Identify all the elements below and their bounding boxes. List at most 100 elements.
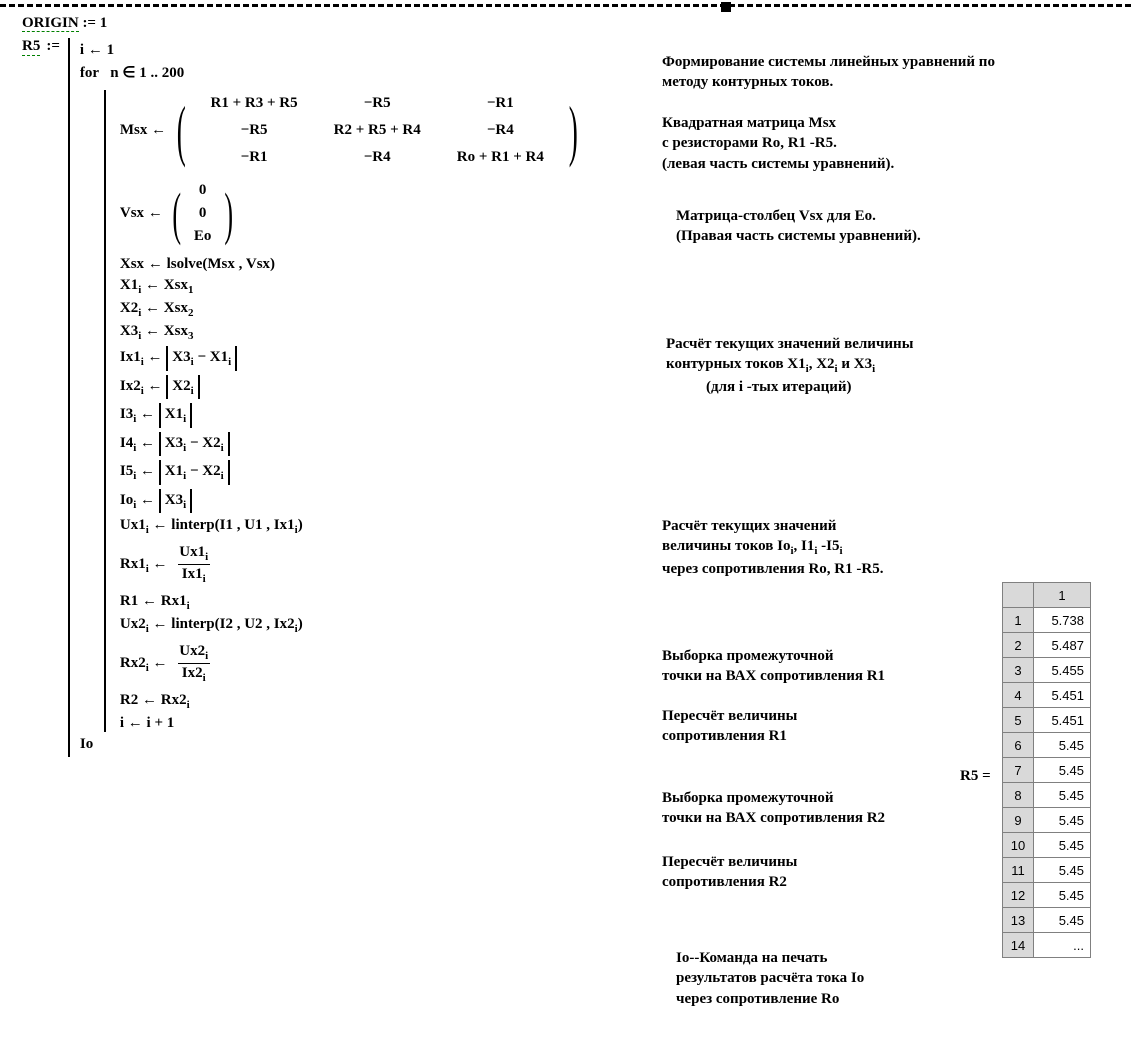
subscript: i xyxy=(205,650,208,662)
ux2-line: Ux2i ← linterp(I2 , U2 , Ix2i) xyxy=(120,616,585,635)
var: X2 xyxy=(120,300,138,316)
row-value: 5.45 xyxy=(1034,858,1091,883)
subscript: i xyxy=(183,470,186,482)
table-row[interactable]: 135.45 xyxy=(1003,908,1091,933)
var: Rx2 xyxy=(161,692,187,708)
table-row[interactable]: 55.451 xyxy=(1003,708,1091,733)
row-index: 14 xyxy=(1003,933,1034,958)
subscript: 3 xyxy=(188,330,194,342)
rx1-line: Rx1i ← Ux1i Ix1i xyxy=(120,544,585,585)
subscript: i xyxy=(146,524,149,536)
subscript: i xyxy=(191,385,194,397)
row-value: 5.455 xyxy=(1034,658,1091,683)
row-index: 4 xyxy=(1003,683,1034,708)
ux1-line: Ux1i ← linterp(I1 , U1 , Ix1i) xyxy=(120,517,585,536)
var: I5 xyxy=(120,463,133,479)
assign-arrow: ← xyxy=(142,692,157,708)
subscript: i xyxy=(138,284,141,296)
subscript: i xyxy=(187,699,190,711)
assign-arrow: ← xyxy=(148,256,163,272)
msx-matrix: ( R1 + R3 + R5 −R5 −R1 −R5 R2 + R5 + R4 xyxy=(170,90,585,171)
row-value: 5.45 xyxy=(1034,883,1091,908)
subscript: 1 xyxy=(188,284,194,296)
fn-args: (I2 , U2 , Ix2 xyxy=(215,616,295,632)
r5-assign: := xyxy=(46,38,60,55)
row-index: 2 xyxy=(1003,633,1034,658)
table-row[interactable]: 35.455 xyxy=(1003,658,1091,683)
annotation-line: Расчёт текущих значений величины xyxy=(666,334,913,354)
row-index: 11 xyxy=(1003,858,1034,883)
annotation-text: величины токов Io xyxy=(662,538,790,554)
table-row[interactable]: 15.738 xyxy=(1003,608,1091,633)
var: X1 xyxy=(120,277,138,293)
table-row[interactable]: 14... xyxy=(1003,933,1091,958)
subscript: i xyxy=(133,470,136,482)
xsx-rhs: lsolve(Msx , Vsx) xyxy=(167,256,275,272)
matrix-cell: −R5 xyxy=(316,90,439,117)
table-row[interactable]: 75.45 xyxy=(1003,758,1091,783)
subscript: i xyxy=(146,662,149,674)
table-row[interactable]: 105.45 xyxy=(1003,833,1091,858)
io-line: Ioi ← X3i xyxy=(120,489,585,514)
table-row[interactable]: 25.487 xyxy=(1003,633,1091,658)
table-row[interactable]: 95.45 xyxy=(1003,808,1091,833)
var: I4 xyxy=(120,435,133,451)
main-definition: R5 := i ← 1 for n ∈ 1 .. 200 Msx ← ( xyxy=(22,38,1131,757)
annotation-a9: Пересчёт величины сопротивления R2 xyxy=(662,852,797,893)
top-border xyxy=(0,4,1131,7)
ix1-line: Ix1i ← X3i − X1i xyxy=(120,346,585,371)
row-value: 5.45 xyxy=(1034,758,1091,783)
x1-line: X1i ← Xsx1 xyxy=(120,277,585,296)
annotation-a3: Матрица-столбец Vsx для Ео. (Правая част… xyxy=(676,206,921,247)
assign-arrow: ← xyxy=(145,323,160,339)
table-row[interactable]: 85.45 xyxy=(1003,783,1091,808)
annotation-text: контурных токов X1 xyxy=(666,356,806,372)
annotation-text: и X3 xyxy=(838,356,872,372)
matrix-cell: −R4 xyxy=(316,144,439,171)
table-row[interactable]: 115.45 xyxy=(1003,858,1091,883)
var: Ix2 xyxy=(182,665,203,681)
annotation-a4: Расчёт текущих значений величины контурн… xyxy=(666,334,913,397)
row-index: 7 xyxy=(1003,758,1034,783)
var: Rx1 xyxy=(161,593,187,609)
xsx-lhs: Xsx xyxy=(120,256,144,272)
msx-line: Msx ← ( R1 + R3 + R5 −R5 −R1 −R5 xyxy=(120,90,585,171)
i5-line: I5i ← X1i − X2i xyxy=(120,460,585,485)
row-index: 12 xyxy=(1003,883,1034,908)
matrix-cell: −R1 xyxy=(193,144,316,171)
init-var: i xyxy=(80,42,84,58)
row-index: 5 xyxy=(1003,708,1034,733)
return-expr: Io xyxy=(80,736,93,752)
origin-var: ORIGIN xyxy=(22,16,79,32)
for-condition: n ∈ 1 .. 200 xyxy=(110,65,184,81)
table-row[interactable]: 125.45 xyxy=(1003,883,1091,908)
subscript: i xyxy=(183,413,186,425)
row-value: 5.45 xyxy=(1034,908,1091,933)
subscript: i xyxy=(191,356,194,368)
subscript: i xyxy=(141,356,144,368)
fn-args: (I1 , U1 , Ix1 xyxy=(215,517,295,533)
row-value: ... xyxy=(1034,933,1091,958)
vsx-vector: ( 0 0 Eo ) xyxy=(167,179,239,248)
i3-line: I3i ← X1i xyxy=(120,403,585,428)
annotation-text: -I5 xyxy=(817,538,839,554)
result-label: R5 = xyxy=(960,768,991,785)
subscript: i xyxy=(141,385,144,397)
var: Ux2 xyxy=(179,643,205,659)
var: X3 xyxy=(172,349,190,365)
var: Ix1 xyxy=(120,349,141,365)
var: I3 xyxy=(120,406,133,422)
var: Xsx xyxy=(164,277,188,293)
var: R1 xyxy=(120,593,138,609)
var: X2 xyxy=(172,378,190,394)
matrix-cell: −R4 xyxy=(439,117,562,144)
row-index: 10 xyxy=(1003,833,1034,858)
matrix-cell: R2 + R5 + R4 xyxy=(316,117,439,144)
row-value: 5.45 xyxy=(1034,808,1091,833)
table-row[interactable]: 45.451 xyxy=(1003,683,1091,708)
table-row[interactable]: 65.45 xyxy=(1003,733,1091,758)
vector-cell: Eo xyxy=(186,225,220,248)
paren-close: ) xyxy=(298,517,303,533)
result-table[interactable]: 1 15.73825.48735.45545.45155.45165.4575.… xyxy=(1002,582,1091,958)
subscript: i xyxy=(203,672,206,684)
